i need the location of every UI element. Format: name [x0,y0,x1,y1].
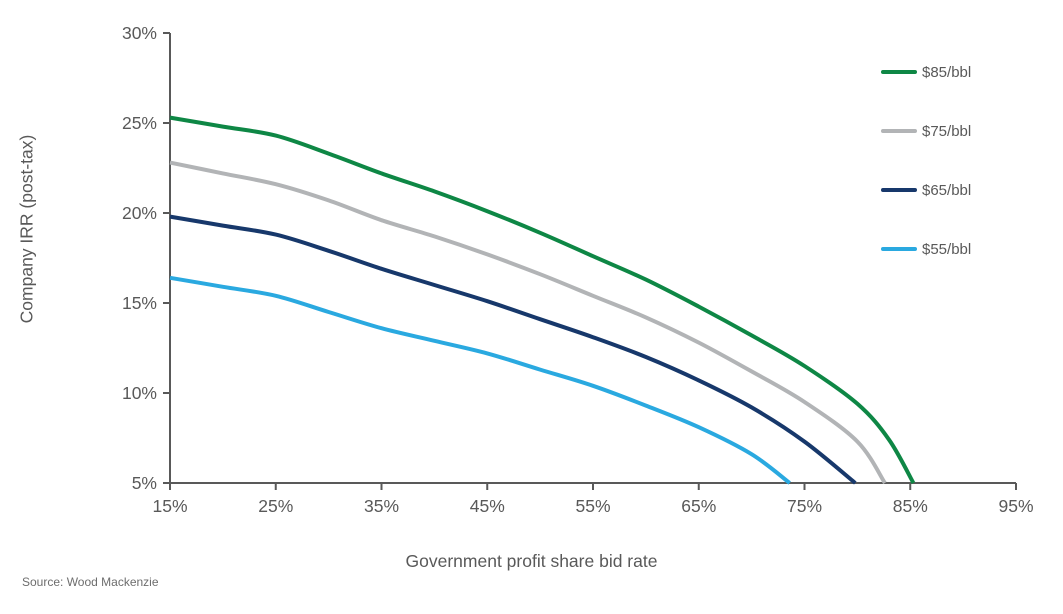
series-line-75-bbl [169,160,887,485]
y-tick-label: 15% [122,293,157,313]
x-tick-label: 55% [575,496,610,516]
legend: $85/bbl $75/bbl $65/bbl $55/bbl [881,62,971,298]
legend-item-65-bbl: $65/bbl [881,180,971,200]
x-tick-label: 85% [893,496,928,516]
y-tick-label: 5% [132,473,157,493]
x-tick-label: 75% [787,496,822,516]
x-tick-label: 65% [681,496,716,516]
legend-swatch-85-bbl [881,70,917,74]
y-axis-title: Company IRR (post-tax) [16,134,37,324]
x-tick-label: 45% [470,496,505,516]
legend-item-85-bbl: $85/bbl [881,62,971,82]
legend-label-55-bbl: $55/bbl [922,240,972,258]
y-tick-label: 10% [122,383,157,403]
legend-swatch-65-bbl [881,188,917,192]
x-tick-label: 15% [152,496,187,516]
legend-swatch-55-bbl [881,247,917,251]
y-tick-label: 20% [122,203,157,223]
series-line-65-bbl [169,214,857,485]
legend-item-75-bbl: $75/bbl [881,121,971,141]
x-tick-label: 35% [364,496,399,516]
y-tick-label: 25% [122,113,157,133]
series-line-55-bbl [169,275,791,485]
legend-swatch-75-bbl [881,129,917,133]
legend-item-55-bbl: $55/bbl [881,239,971,259]
x-axis-title: Government profit share bid rate [405,551,658,571]
legend-label-85-bbl: $85/bbl [922,63,972,81]
y-tick-label: 30% [122,23,157,43]
legend-label-65-bbl: $65/bbl [922,181,972,199]
series-line-85-bbl [169,115,916,484]
legend-label-75-bbl: $75/bbl [922,122,972,140]
source-note: Source: Wood Mackenzie [22,575,159,589]
x-tick-label: 25% [258,496,293,516]
x-tick-label: 95% [998,496,1033,516]
